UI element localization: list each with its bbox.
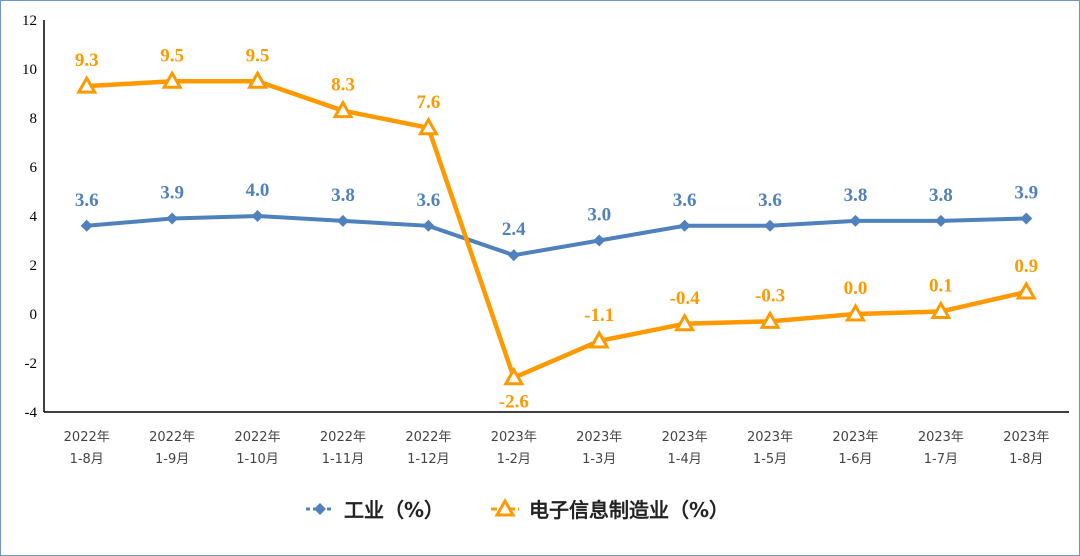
x-tick-label-period: 1-11月 bbox=[322, 452, 365, 467]
data-label: 9.5 bbox=[160, 45, 184, 66]
triangle-marker bbox=[1015, 280, 1037, 300]
x-tick-label-year: 2023年 bbox=[918, 430, 964, 445]
data-label: 3.0 bbox=[587, 205, 611, 226]
triangle-marker bbox=[588, 329, 610, 349]
y-tick-label: 10 bbox=[22, 62, 37, 78]
data-label: 3.6 bbox=[417, 190, 441, 211]
data-label: 8.3 bbox=[331, 75, 355, 96]
x-tick-label-year: 2022年 bbox=[405, 430, 451, 445]
diamond-marker bbox=[678, 219, 691, 232]
data-label: -0.3 bbox=[755, 285, 785, 306]
x-tick-label-period: 1-8月 bbox=[70, 452, 104, 467]
triangle-marker bbox=[246, 70, 269, 89]
x-tick-label-period: 1-2月 bbox=[497, 452, 531, 467]
y-tick-label: 4 bbox=[30, 209, 38, 225]
x-tick-label-year: 2023年 bbox=[491, 430, 537, 445]
data-label: 3.8 bbox=[929, 185, 953, 206]
data-label: 9.5 bbox=[246, 45, 270, 66]
data-label: 3.8 bbox=[331, 185, 355, 206]
data-label: 2.4 bbox=[502, 219, 526, 240]
legend-diamond-icon bbox=[314, 503, 326, 515]
data-label: 9.3 bbox=[75, 50, 99, 71]
diamond-marker bbox=[422, 219, 435, 232]
series-line-1 bbox=[86, 79, 1027, 381]
diamond-marker bbox=[336, 214, 349, 227]
diamond-marker bbox=[80, 219, 93, 232]
legend-label: 工业（%） bbox=[344, 498, 444, 522]
x-tick-label-year: 2023年 bbox=[747, 430, 793, 445]
x-tick-label-year: 2022年 bbox=[149, 430, 195, 445]
series-line-0 bbox=[86, 213, 1027, 258]
x-tick-label-period: 1-5月 bbox=[753, 452, 787, 467]
x-tick-label-year: 2023年 bbox=[576, 430, 622, 445]
data-label: -1.1 bbox=[584, 305, 614, 326]
diamond-marker bbox=[1020, 212, 1033, 225]
data-label: 3.9 bbox=[160, 182, 184, 203]
triangle-marker bbox=[76, 75, 98, 94]
y-tick-label: 0 bbox=[30, 307, 38, 323]
diamond-marker bbox=[764, 219, 777, 232]
data-label: 0.0 bbox=[844, 278, 868, 299]
x-tick-label-period: 1-10月 bbox=[236, 452, 279, 467]
data-label: 7.6 bbox=[417, 92, 441, 113]
diamond-marker bbox=[251, 210, 264, 222]
x-tick-label-period: 1-4月 bbox=[668, 452, 702, 467]
triangle-marker bbox=[503, 366, 525, 386]
x-tick-label-period: 1-7月 bbox=[924, 452, 958, 467]
x-tick-label-period: 1-3月 bbox=[582, 452, 616, 467]
data-label: 3.6 bbox=[758, 190, 782, 211]
triangle-marker bbox=[930, 300, 952, 320]
data-label: 3.9 bbox=[1014, 182, 1038, 203]
x-tick-label-year: 2023年 bbox=[832, 430, 878, 445]
diamond-marker bbox=[934, 214, 947, 227]
x-tick-label-period: 1-12月 bbox=[407, 452, 450, 467]
x-tick-label-year: 2022年 bbox=[234, 430, 280, 445]
triangle-marker bbox=[417, 116, 439, 136]
y-tick-label: 6 bbox=[30, 160, 38, 176]
data-label: 3.6 bbox=[673, 190, 697, 211]
data-label: -0.4 bbox=[670, 288, 701, 309]
data-label: 3.8 bbox=[844, 185, 868, 206]
legend-label: 电子信息制造业（%） bbox=[529, 498, 729, 522]
x-tick-label-year: 2022年 bbox=[320, 430, 366, 445]
diamond-marker bbox=[507, 249, 520, 262]
triangle-marker bbox=[759, 310, 781, 329]
x-tick-label-period: 1-8月 bbox=[1009, 452, 1043, 467]
triangle-marker bbox=[332, 99, 354, 119]
data-label: 3.6 bbox=[75, 190, 99, 211]
data-label: 0.1 bbox=[929, 276, 953, 297]
x-tick-label-year: 2022年 bbox=[64, 430, 110, 445]
y-tick-label: 12 bbox=[22, 13, 37, 29]
triangle-marker bbox=[161, 70, 183, 89]
diamond-marker bbox=[849, 214, 862, 227]
x-tick-label-year: 2023年 bbox=[662, 430, 708, 445]
x-tick-label-period: 1-9月 bbox=[155, 452, 189, 467]
legend-triangle-icon bbox=[494, 497, 516, 517]
diamond-marker bbox=[593, 234, 606, 247]
triangle-marker bbox=[674, 312, 696, 332]
data-label: 0.9 bbox=[1014, 256, 1038, 277]
data-label: -2.6 bbox=[499, 392, 529, 413]
y-tick-label: -2 bbox=[25, 356, 38, 372]
y-tick-label: 8 bbox=[30, 111, 38, 127]
x-tick-label-year: 2023年 bbox=[1003, 430, 1049, 445]
y-tick-label: -4 bbox=[25, 405, 38, 421]
diamond-marker bbox=[166, 212, 179, 225]
data-label: 4.0 bbox=[246, 180, 270, 201]
x-tick-label-period: 1-6月 bbox=[838, 452, 872, 467]
y-tick-label: 2 bbox=[30, 258, 38, 274]
triangle-marker bbox=[844, 302, 867, 322]
